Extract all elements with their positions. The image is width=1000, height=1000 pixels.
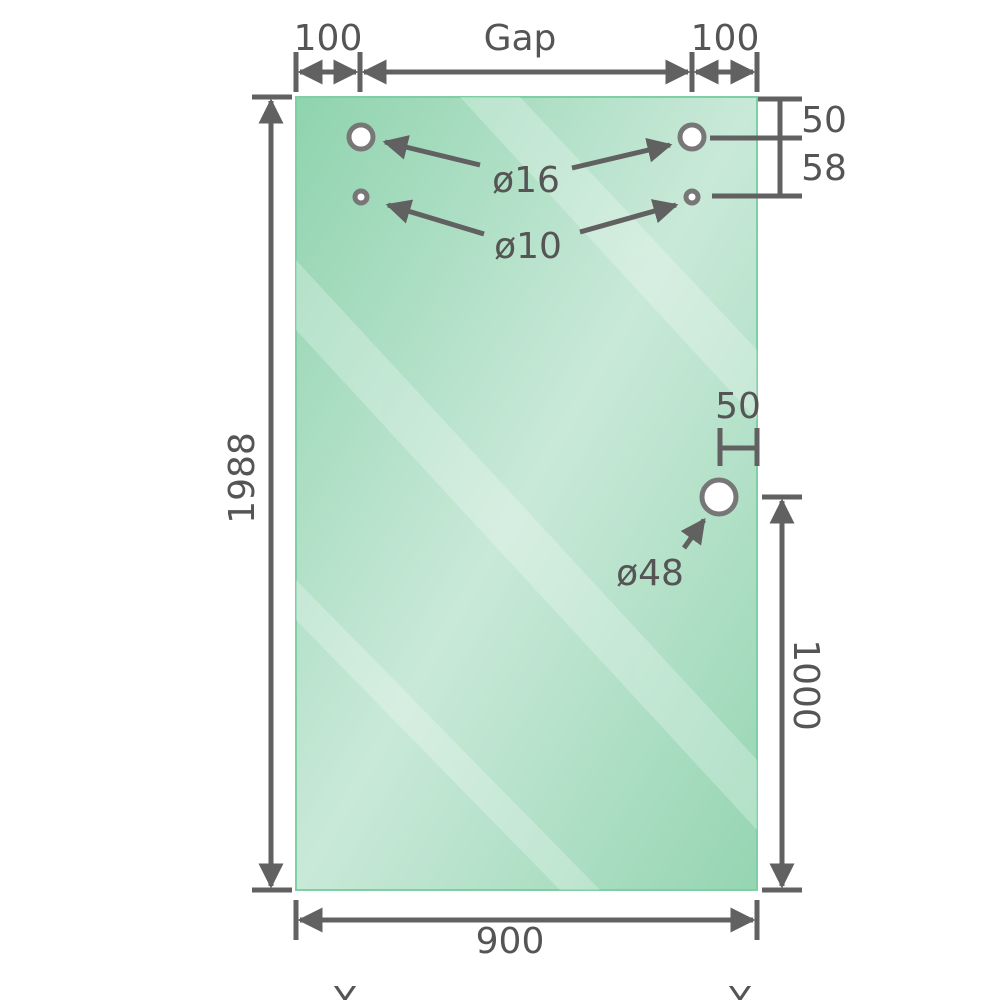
gap-label: Gap — [484, 18, 557, 59]
handle-edge-dimension — [717, 428, 760, 466]
hole-top-offset-label: 50 — [801, 100, 847, 141]
top-left-offset-label: 100 — [294, 18, 363, 59]
bottom-mark-right: Y — [728, 980, 752, 1000]
hole-large-left — [346, 122, 376, 152]
width-label: 900 — [476, 921, 545, 962]
handle-height-dimension — [762, 494, 802, 893]
hole-position-dimension — [710, 96, 802, 199]
hole-small-left — [352, 188, 370, 206]
glass-reflections — [296, 97, 757, 890]
glass-panel — [295, 96, 758, 891]
hole-spacing-label: 58 — [801, 148, 847, 189]
hole-large-right — [677, 122, 707, 152]
handle-hole — [699, 477, 739, 517]
hole-small-right — [683, 188, 701, 206]
height-dimension — [252, 94, 292, 893]
small-hole-label: ø10 — [494, 226, 562, 267]
handle-height-label: 1000 — [785, 639, 826, 731]
top-dimension — [293, 52, 760, 92]
hole-arrows — [382, 135, 707, 550]
bottom-mark-left: Y — [333, 980, 357, 1000]
height-label: 1988 — [222, 432, 263, 524]
large-hole-label: ø16 — [492, 160, 560, 201]
handle-hole-label: ø48 — [616, 553, 684, 594]
width-dimension — [293, 900, 760, 940]
top-right-offset-label: 100 — [691, 18, 760, 59]
handle-edge-offset-label: 50 — [715, 386, 761, 427]
